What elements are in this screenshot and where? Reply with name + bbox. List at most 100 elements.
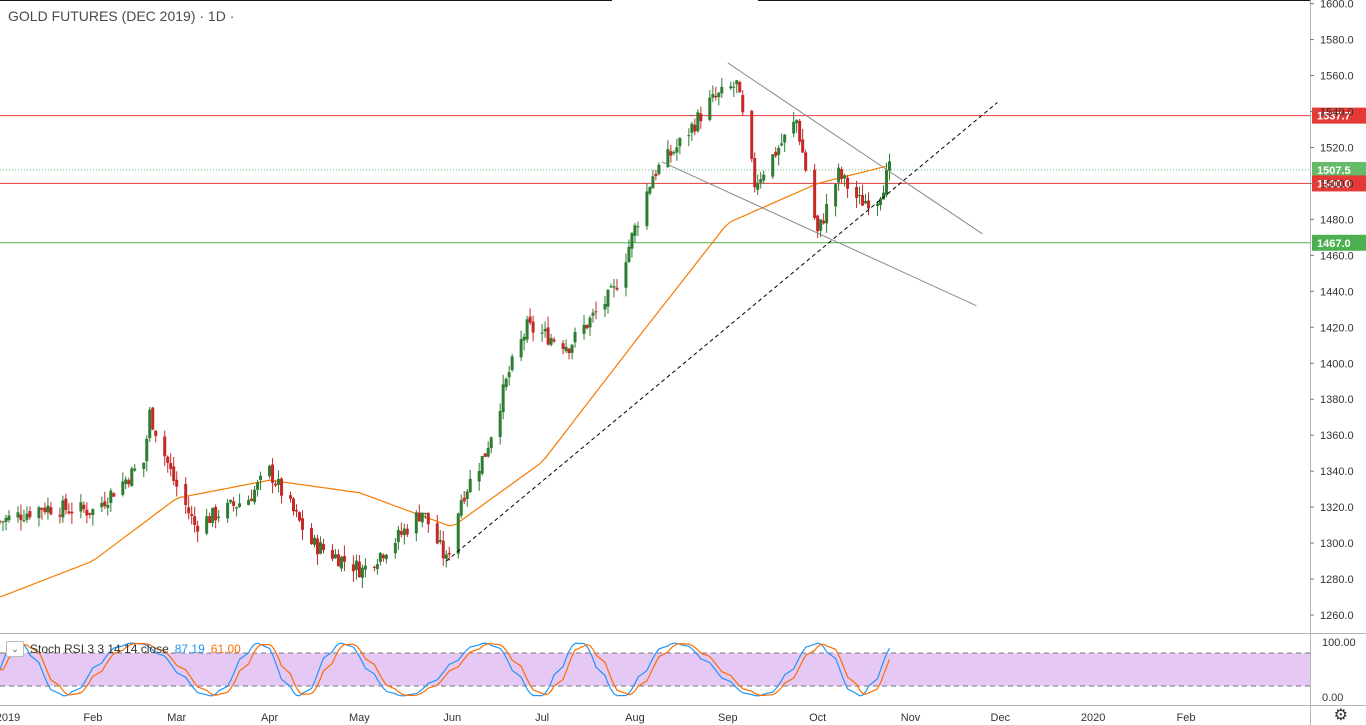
candle-body <box>226 502 230 519</box>
candle-body <box>91 509 95 516</box>
candle-body <box>1 521 5 523</box>
candle-body <box>798 120 802 142</box>
candle-body <box>312 537 316 545</box>
candle-body <box>16 512 20 518</box>
candle-body <box>268 465 272 477</box>
candle-body <box>193 516 197 526</box>
candle-body <box>738 82 742 93</box>
candle-body <box>777 147 781 155</box>
candle-body <box>175 479 179 487</box>
candle-body <box>357 561 361 578</box>
candle-body <box>774 151 778 157</box>
candle-body <box>693 124 697 132</box>
candle-body <box>813 169 817 219</box>
candle-body <box>699 113 703 122</box>
channel-line <box>661 161 977 307</box>
collapse-icon[interactable]: ⌄ <box>6 641 24 657</box>
candle-body <box>783 134 787 143</box>
candle-body <box>606 289 610 307</box>
y-tick-label: 1500.0 <box>1320 178 1354 190</box>
candle-body <box>423 512 427 514</box>
candle-body <box>444 554 448 559</box>
candle-body <box>645 191 649 227</box>
candle-body <box>300 518 304 530</box>
candle-body <box>816 215 820 232</box>
settings-gear-icon[interactable]: ⚙ <box>1333 707 1348 724</box>
candle-body <box>459 500 463 516</box>
y-tick-label: 1540.0 <box>1320 106 1354 118</box>
candle-body <box>256 482 260 490</box>
candle-body <box>25 513 29 520</box>
trendlines <box>445 62 998 562</box>
x-tick-label: Jul <box>535 712 549 724</box>
candle-body <box>253 489 257 503</box>
candle-body <box>217 516 221 519</box>
moving-average <box>0 165 887 598</box>
candle-body <box>85 509 89 516</box>
x-tick-label: 2020 <box>1081 712 1105 724</box>
candle-body <box>318 542 322 554</box>
candle-body <box>885 169 889 196</box>
candle-body <box>792 121 796 134</box>
candle-body <box>636 226 640 228</box>
y-tick-label: 1480.0 <box>1320 214 1354 226</box>
candle-body <box>399 531 403 535</box>
candle-body <box>462 497 466 502</box>
candle-body <box>145 438 149 462</box>
level-label: 1467.0 <box>1317 238 1351 250</box>
candle-body <box>121 481 125 495</box>
candle-body <box>250 498 254 501</box>
stoch-k-value: 87.19 <box>174 642 205 656</box>
candle-body <box>19 514 23 521</box>
candle-body <box>28 511 32 518</box>
candle-body <box>804 152 808 171</box>
candle-body <box>49 507 53 515</box>
y-tick-label: 1440.0 <box>1320 286 1354 298</box>
candle-body <box>480 456 484 474</box>
x-tick-label: Aug <box>625 712 645 724</box>
candle-body <box>582 324 586 334</box>
y-tick-label: 1400.0 <box>1320 358 1354 370</box>
candle-body <box>840 169 844 180</box>
candle-body <box>672 152 676 154</box>
channel-line <box>727 62 983 235</box>
candle-body <box>133 468 137 471</box>
candle-body <box>837 167 841 183</box>
candle-body <box>4 517 8 522</box>
candle-body <box>360 567 364 578</box>
candle-body <box>402 528 406 536</box>
candle-body <box>528 316 532 323</box>
y-tick-label: 1600.0 <box>1320 0 1354 11</box>
level-label: 1507.5 <box>1317 165 1351 177</box>
x-tick-label: 2019 <box>0 712 20 724</box>
candle-body <box>381 554 385 559</box>
candle-body <box>169 463 173 469</box>
y-tick-label: 1380.0 <box>1320 394 1354 406</box>
candle-body <box>675 147 679 153</box>
chart-title: GOLD FUTURES (DEC 2019) · 1D · <box>8 8 235 24</box>
candle-body <box>7 515 11 521</box>
candle-body <box>196 525 200 532</box>
candle-body <box>289 495 293 499</box>
candle-body <box>564 346 568 352</box>
candle-body <box>843 175 847 179</box>
candle-body <box>486 447 490 457</box>
candle-body <box>417 512 421 522</box>
candle-body <box>861 195 865 206</box>
candle-body <box>465 491 469 500</box>
candle-body <box>552 339 556 342</box>
candle-body <box>154 430 158 436</box>
candle-body <box>717 92 721 98</box>
candle-body <box>696 112 700 132</box>
candle-body <box>753 158 757 188</box>
level-label: 1537.7 <box>1317 111 1351 123</box>
candle-body <box>259 475 263 480</box>
indicator-name: Stoch RSI 3 3 14 14 close <box>30 642 169 656</box>
trendline-dashed <box>445 102 998 562</box>
candle-body <box>0 521 2 523</box>
candle-body <box>846 177 850 189</box>
candle-body <box>292 498 296 512</box>
candle-body <box>549 338 553 345</box>
candle-body <box>330 549 334 559</box>
